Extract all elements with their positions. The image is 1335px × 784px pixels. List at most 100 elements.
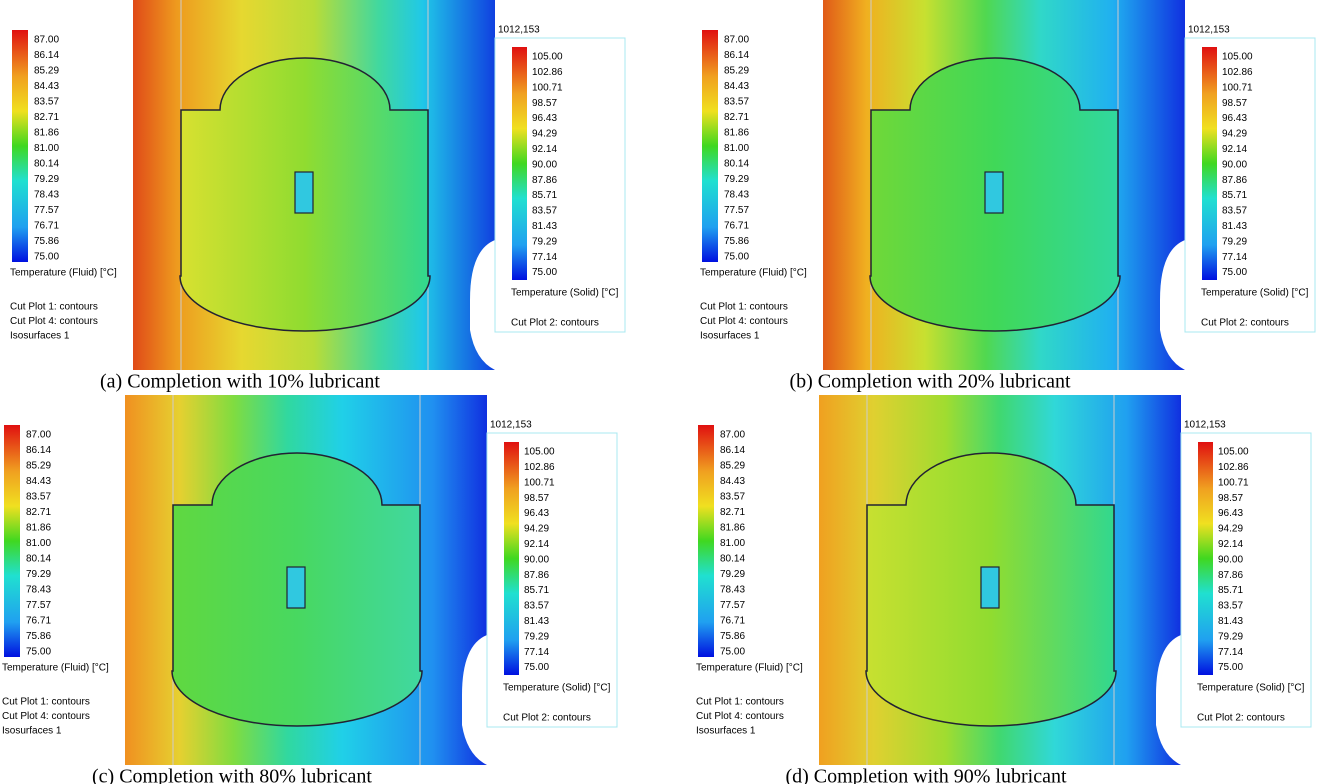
fluid-legend-label: 85.29: [720, 461, 745, 472]
fluid-legend-label: 79.29: [724, 174, 749, 185]
solid-legend-note: Cut Plot 2: contours: [1197, 713, 1285, 724]
solid-legend-label: 81.43: [1218, 616, 1243, 627]
solid-legend-label: 96.43: [1218, 508, 1243, 519]
fluid-legend-label: 75.86: [26, 631, 51, 642]
fluid-legend-label: 76.71: [724, 221, 749, 232]
solid-legend-label: 87.86: [532, 175, 557, 186]
solid-legend-label: 100.71: [1218, 477, 1249, 488]
solid-legend-label: 102.86: [524, 462, 555, 473]
fluid-color-bar: [702, 30, 718, 262]
solid-legend-header: 1012,153: [490, 420, 532, 431]
fluid-legend-title: Temperature (Fluid) [°C]: [696, 663, 803, 674]
fluid-legend-label: 86.14: [724, 50, 749, 61]
fluid-legend-label: 86.14: [720, 445, 745, 456]
fluid-legend-label: 81.00: [26, 538, 51, 549]
solid-legend-label: 79.29: [532, 236, 557, 247]
insert: [286, 566, 306, 609]
edge-mask: [1156, 635, 1181, 765]
fluid-legend-label: 86.14: [26, 445, 51, 456]
solid-legend-label: 94.29: [524, 524, 549, 535]
fluid-legend-title: Temperature (Fluid) [°C]: [700, 268, 807, 279]
solid-legend-label: 77.14: [532, 252, 557, 263]
fluid-legend-label: 75.86: [720, 631, 745, 642]
cut-plot-note: Isosurfaces 1: [700, 331, 760, 342]
fluid-legend-label: 87.00: [720, 430, 745, 441]
solid-legend-header: 1012,153: [1188, 25, 1230, 36]
solid-legend-title: Temperature (Solid) [°C]: [503, 683, 611, 694]
cut-plot-note: Cut Plot 4: contours: [2, 711, 90, 722]
edge-mask: [1160, 240, 1185, 370]
solid-legend-label: 100.71: [1222, 82, 1253, 93]
solid-legend-header: 1012,153: [498, 25, 540, 36]
solid-legend-label: 92.14: [1222, 144, 1247, 155]
solid-legend-title: Temperature (Solid) [°C]: [1201, 288, 1309, 299]
fluid-legend-label: 87.00: [26, 430, 51, 441]
solid-legend-label: 90.00: [1218, 554, 1243, 565]
solid-legend-label: 75.00: [1222, 267, 1247, 278]
solid-legend-label: 105.00: [1222, 52, 1253, 63]
fluid-color-bar: [12, 30, 28, 262]
fluid-legend-label: 81.00: [724, 143, 749, 154]
fluid-legend-label: 77.57: [720, 600, 745, 611]
solid-legend-label: 90.00: [524, 554, 549, 565]
fluid-legend-label: 86.14: [34, 50, 59, 61]
fluid-legend-label: 82.71: [720, 507, 745, 518]
fluid-legend-label: 84.43: [724, 81, 749, 92]
fluid-legend-label: 84.43: [720, 476, 745, 487]
solid-legend-label: 85.71: [1222, 190, 1247, 201]
solid-legend-label: 75.00: [532, 267, 557, 278]
solid-legend-label: 81.43: [1222, 221, 1247, 232]
fluid-legend-label: 78.43: [26, 585, 51, 596]
fluid-legend-label: 81.00: [720, 538, 745, 549]
fluid-legend-label: 81.86: [724, 128, 749, 139]
solid-legend-label: 83.57: [524, 601, 549, 612]
insert: [984, 171, 1004, 214]
solid-legend-label: 87.86: [1218, 570, 1243, 581]
solid-legend-label: 98.57: [1218, 493, 1243, 504]
cut-plot-note: Cut Plot 4: contours: [10, 316, 98, 327]
fluid-legend-label: 79.29: [26, 569, 51, 580]
cut-plot-note: Isosurfaces 1: [10, 331, 70, 342]
solid-color-bar: [1202, 47, 1217, 280]
solid-legend-label: 105.00: [524, 447, 555, 458]
panel: 87.00 86.14 85.29 84.43 83.57 82.71 81.86 81.00…: [10, 0, 626, 393]
solid-legend-label: 94.29: [1222, 129, 1247, 140]
fluid-legend-label: 76.71: [34, 221, 59, 232]
fluid-legend-label: 76.71: [720, 616, 745, 627]
solid-color-bar: [1198, 442, 1213, 675]
fluid-legend-label: 77.57: [724, 205, 749, 216]
fluid-legend-label: 85.29: [26, 461, 51, 472]
solid-legend-label: 81.43: [532, 221, 557, 232]
cut-plot-note: Isosurfaces 1: [2, 726, 62, 737]
fluid-legend-label: 87.00: [724, 35, 749, 46]
fluid-legend-label: 85.29: [34, 66, 59, 77]
edge-mask: [462, 635, 487, 765]
fluid-legend-label: 75.00: [720, 647, 745, 658]
solid-legend-label: 98.57: [532, 98, 557, 109]
solid-legend-label: 81.43: [524, 616, 549, 627]
solid-legend-title: Temperature (Solid) [°C]: [1197, 683, 1305, 694]
solid-legend-label: 105.00: [1218, 447, 1249, 458]
solid-legend-label: 98.57: [1222, 98, 1247, 109]
fluid-color-bar: [698, 425, 714, 657]
solid-legend-label: 100.71: [532, 82, 563, 93]
solid-legend-label: 96.43: [524, 508, 549, 519]
solid-legend-header: 1012,153: [1184, 420, 1226, 431]
fluid-legend-label: 81.86: [34, 128, 59, 139]
fluid-legend-label: 78.43: [34, 190, 59, 201]
solid-legend-label: 85.71: [532, 190, 557, 201]
fluid-legend-label: 81.86: [720, 523, 745, 534]
fluid-legend-title: Temperature (Fluid) [°C]: [10, 268, 117, 279]
cut-plot-note: Cut Plot 1: contours: [700, 302, 788, 313]
fluid-legend-label: 79.29: [34, 174, 59, 185]
caption: (b) Completion with 20% lubricant: [789, 371, 1071, 393]
fluid-legend-label: 78.43: [724, 190, 749, 201]
solid-legend-label: 87.86: [1222, 175, 1247, 186]
solid-color-bar: [512, 47, 527, 280]
fluid-legend-label: 83.57: [26, 492, 51, 503]
fluid-legend-label: 80.14: [26, 554, 51, 565]
solid-legend-label: 77.14: [1222, 252, 1247, 263]
cut-plot-note: Cut Plot 1: contours: [10, 302, 98, 313]
fluid-legend-label: 80.14: [720, 554, 745, 565]
solid-legend-label: 92.14: [1218, 539, 1243, 550]
